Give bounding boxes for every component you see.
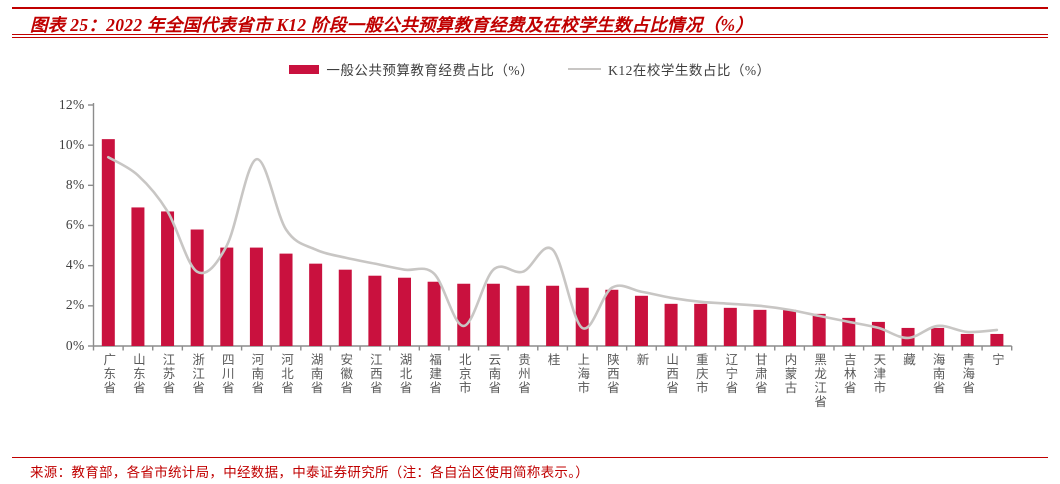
x-axis-label-海南省: 海南省	[930, 353, 945, 395]
x-axis-label-山东省: 山东省	[130, 353, 145, 395]
bar-福建省	[427, 281, 441, 346]
y-axis-label-4%: 4%	[65, 257, 85, 273]
x-axis-label-重庆市: 重庆市	[693, 353, 708, 395]
bar-陕西省	[605, 289, 619, 346]
x-axis-label-浙江省: 浙江省	[190, 353, 205, 395]
x-axis-label-甘肃省: 甘肃省	[752, 353, 767, 395]
x-axis-label-藏: 藏	[901, 353, 916, 367]
bar-广东省	[101, 139, 115, 346]
bar-海南省	[931, 327, 945, 346]
bar-江西省	[368, 275, 382, 346]
footer-rule	[12, 456, 1048, 458]
bar-宁	[990, 333, 1004, 346]
x-axis-label-江苏省: 江苏省	[160, 353, 175, 395]
title-underline	[12, 33, 1048, 35]
x-axis-label-广东省: 广东省	[101, 353, 116, 395]
bar-湖北省	[398, 277, 412, 346]
legend-bar-label: 一般公共预算教育经费占比（%）	[326, 63, 535, 78]
bar-河北省	[279, 253, 293, 346]
line-series-swatch-icon	[568, 67, 602, 71]
x-axis-label-贵州省: 贵州省	[515, 353, 530, 395]
bar-辽宁省	[723, 307, 737, 346]
bar-吉林省	[842, 317, 856, 346]
bar-安徽省	[338, 269, 352, 346]
bar-上海市	[575, 287, 589, 346]
x-axis-label-四川省: 四川省	[219, 353, 234, 395]
y-axis-label-12%: 12%	[58, 96, 85, 112]
x-axis-label-云南省: 云南省	[486, 353, 501, 395]
x-axis-label-上海市: 上海市	[575, 353, 590, 395]
x-axis-label-江西省: 江西省	[367, 353, 382, 395]
figure-title: 图表 25：2022 年全国代表省市 K12 阶段一般公共预算教育经费及在校学生…	[30, 15, 754, 35]
bar-山西省	[664, 303, 678, 346]
x-axis-label-安徽省: 安徽省	[338, 353, 353, 395]
x-axis-label-湖南省: 湖南省	[308, 353, 323, 395]
y-axis-label-6%: 6%	[65, 217, 85, 232]
x-axis-label-天津市: 天津市	[871, 353, 886, 395]
bar-新	[634, 295, 648, 346]
bar-series-swatch-icon	[289, 64, 320, 74]
x-axis-label-湖北省: 湖北省	[397, 353, 412, 395]
bar-江苏省	[161, 211, 175, 346]
x-axis-label-河北省: 河北省	[279, 353, 294, 395]
y-axis-label-2%: 2%	[65, 297, 85, 313]
x-axis-label-吉林省: 吉林省	[841, 353, 856, 395]
x-axis-label-福建省: 福建省	[427, 353, 442, 395]
y-axis-label-10%: 10%	[58, 136, 85, 152]
bar-黑龙江省	[812, 313, 826, 346]
x-axis-label-陕西省: 陕西省	[604, 353, 619, 395]
x-axis-label-黑龙江省: 黑龙江省	[812, 353, 827, 409]
bar-浙江省	[190, 229, 204, 346]
trend-line-k12-students	[107, 155, 999, 340]
x-axis-label-青海省: 青海省	[960, 353, 975, 395]
top-rule	[12, 7, 1048, 10]
x-axis-label-辽宁省: 辽宁省	[723, 353, 738, 395]
x-axis-label-宁: 宁	[989, 353, 1004, 367]
legend: 一般公共预算教育经费占比（%） K12在校学生数占比（%）	[0, 59, 1060, 79]
x-axis-label-北京市: 北京市	[456, 353, 471, 395]
bar-内蒙古	[783, 309, 797, 346]
legend-item-line-series: K12在校学生数占比（%）	[568, 59, 771, 79]
bar-四川省	[220, 247, 234, 346]
x-axis-label-新: 新	[634, 353, 649, 367]
x-axis-label-河南省: 河南省	[249, 353, 264, 395]
source-note: 来源：教育部，各省市统计局，中经数据，中泰证券研究所（注：各自治区使用简称表示。…	[30, 465, 590, 480]
x-axis-label-山西省: 山西省	[664, 353, 679, 395]
bar-贵州省	[516, 285, 530, 346]
bar-河南省	[249, 247, 263, 346]
bar-甘肃省	[753, 309, 767, 346]
bar-青海省	[960, 333, 974, 346]
bar-山东省	[131, 207, 145, 346]
bar-重庆市	[694, 303, 708, 346]
bar-湖南省	[309, 263, 323, 346]
legend-line-label: K12在校学生数占比（%）	[608, 63, 771, 78]
x-axis-label-桂: 桂	[545, 353, 560, 367]
y-axis-label-0%: 0%	[65, 337, 85, 353]
bar-桂	[546, 285, 560, 346]
legend-item-bar-series: 一般公共预算教育经费占比（%）	[289, 59, 534, 79]
y-axis-label-8%: 8%	[65, 176, 85, 192]
x-axis-label-内蒙古: 内蒙古	[782, 353, 797, 395]
bar-云南省	[486, 283, 500, 346]
title-underline	[12, 37, 1048, 39]
bar-北京市	[457, 283, 471, 346]
